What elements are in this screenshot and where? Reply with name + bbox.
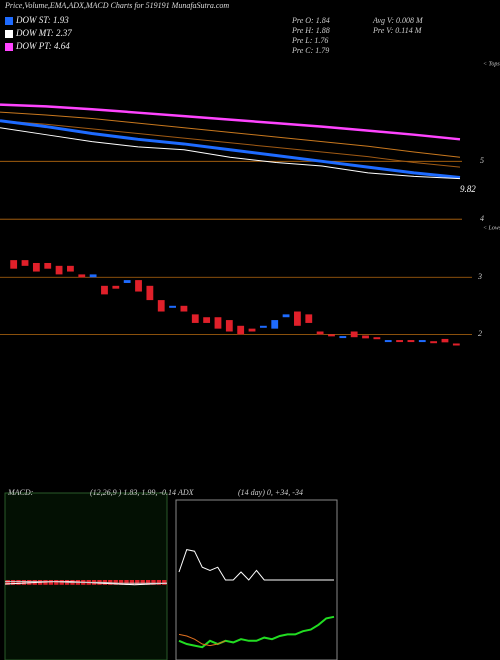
candle-body [123, 280, 131, 283]
candle-body [191, 314, 199, 323]
panel-label: ADX [177, 488, 195, 497]
candle-body [294, 311, 301, 326]
candle-body [180, 305, 188, 312]
candle-body [339, 336, 347, 339]
line [5, 581, 167, 584]
histogram-bar [124, 580, 129, 585]
macd-panel [4, 492, 168, 660]
candle-body [418, 340, 426, 343]
candle-body [362, 335, 369, 339]
candle-body [328, 334, 335, 337]
line [0, 119, 461, 180]
candle-body [203, 317, 211, 323]
line [0, 111, 461, 158]
histogram-bar [48, 580, 54, 585]
line [0, 127, 461, 180]
histogram-bar [162, 580, 167, 585]
candle-body [452, 343, 460, 346]
histogram-bar [10, 580, 16, 585]
histogram-bar [145, 580, 151, 585]
legend-swatch [5, 30, 13, 38]
candle-body [135, 280, 142, 292]
candle-body [10, 260, 18, 269]
annotation: < Tops [483, 61, 500, 67]
info-label: Avg V: 0.008 M [372, 16, 424, 25]
annotation: 9.82 [460, 184, 476, 194]
candle-body [259, 325, 267, 328]
candle-body [316, 331, 324, 335]
candle-body [441, 338, 449, 343]
info-label: Pre H: 1.88 [291, 26, 330, 35]
info-label: Pre L: 1.76 [291, 36, 328, 45]
candle-body [101, 285, 108, 295]
candle-body [384, 340, 392, 343]
histogram-bar [54, 580, 59, 585]
y-tick-label: 3 [477, 272, 482, 281]
histogram-bar [129, 580, 135, 585]
legend-label: DOW MT: 2.37 [15, 28, 72, 38]
candle-body [237, 325, 245, 335]
histogram-bar [113, 580, 118, 585]
candle-body [67, 265, 74, 272]
y-tick-label: 5 [480, 156, 484, 165]
candle-body [112, 285, 120, 289]
legend-swatch [5, 43, 13, 51]
candle-body [396, 340, 403, 343]
legend-swatch [5, 17, 13, 25]
histogram-bar [5, 580, 10, 585]
panel-label: MACD: [7, 488, 34, 497]
info-label: Pre V: 0.114 M [372, 26, 423, 35]
chart-title: Price,Volume,EMA,ADX,MACD Charts for 519… [4, 1, 229, 10]
histogram-bar [151, 580, 156, 585]
candle-body [373, 337, 381, 340]
line [178, 549, 334, 581]
candle-body [89, 274, 97, 278]
candle-body [350, 331, 358, 338]
histogram-bar [16, 580, 21, 585]
line [178, 615, 335, 649]
candle-body [32, 262, 40, 272]
candle-body [271, 320, 279, 329]
line [178, 633, 226, 647]
info-label: Pre O: 1.84 [291, 16, 330, 25]
histogram-bar [118, 580, 124, 585]
candle-body [146, 285, 154, 301]
legend-label: DOW ST: 1.93 [15, 15, 69, 25]
y-tick-label: 4 [480, 214, 484, 223]
panel-params: (14 day) 0, +34, -34 [238, 488, 303, 497]
candle-body [55, 265, 63, 275]
candle-body [282, 314, 290, 318]
line [0, 120, 461, 168]
candle-body [169, 305, 176, 308]
info-label: Pre C: 1.79 [291, 46, 329, 55]
legend-label: DOW PT: 4.64 [15, 41, 70, 51]
panel-params: (12,26,9 ) 1.83, 1.99, -0.14 [90, 488, 176, 497]
histogram-bar [140, 580, 145, 585]
histogram-bar [156, 580, 162, 585]
line [0, 103, 461, 141]
candle-body [21, 260, 29, 266]
candle-body [157, 300, 165, 312]
candle-body [430, 341, 438, 344]
candle-body [305, 314, 313, 323]
candle-body [248, 328, 256, 332]
candle-body [214, 317, 222, 329]
candle-body [407, 340, 415, 343]
annotation: < Lows [483, 225, 500, 231]
histogram-bar [135, 580, 140, 585]
y-tick-label: 2 [478, 329, 482, 338]
candle-body [225, 320, 233, 332]
histogram-bar [21, 580, 27, 585]
candle-body [78, 274, 86, 278]
candle-body [44, 262, 52, 269]
